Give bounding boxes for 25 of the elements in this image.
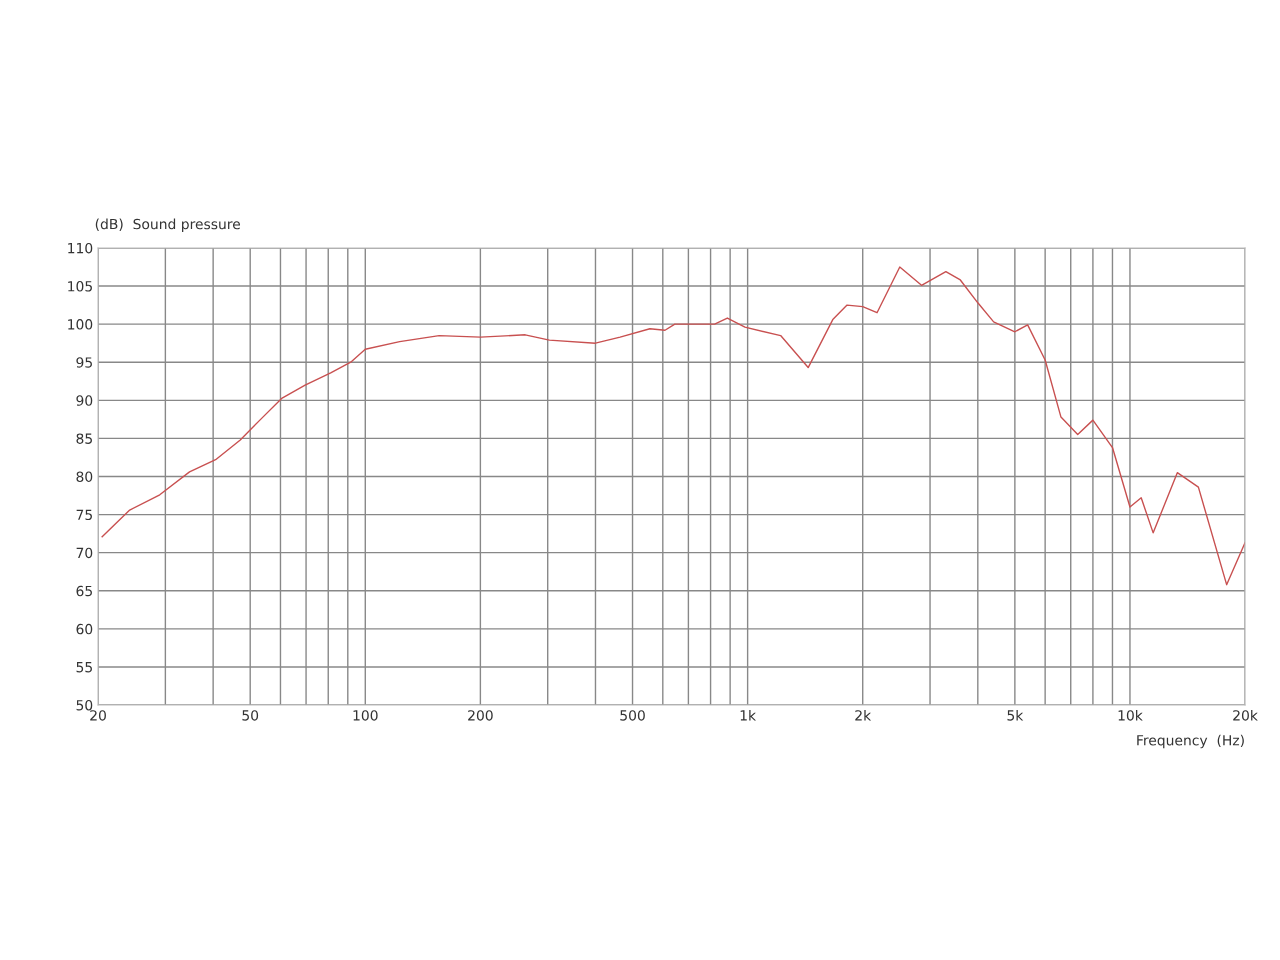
- y-tick-label: 110: [68, 242, 93, 254]
- y-tick-label: 100: [68, 319, 93, 330]
- y-tick-label: 70: [76, 547, 93, 559]
- y-tick-label: 55: [76, 662, 92, 673]
- y-tick-label: 50: [76, 699, 93, 711]
- x-tick-label: 200: [468, 710, 493, 721]
- x-tick-label: 1k: [740, 709, 757, 721]
- x-tick-label: 20k: [1233, 709, 1258, 721]
- y-tick-label: 85: [76, 433, 92, 444]
- y-tick-label: 90: [76, 395, 93, 406]
- y-tick-label: 80: [76, 471, 93, 482]
- y-tick-label: 95: [76, 357, 92, 368]
- x-tick-label: 100: [353, 710, 378, 721]
- x-tick-label: 10k: [1118, 709, 1143, 721]
- x-tick-label: 2k: [855, 709, 872, 721]
- x-tick-label: 50: [242, 710, 259, 721]
- x-axis-title: Frequency (Hz): [1137, 734, 1244, 749]
- x-tick-label: 500: [620, 710, 645, 721]
- y-tick-label: 65: [76, 585, 92, 597]
- y-tick-label: 60: [76, 623, 93, 635]
- x-tick-label: 20: [90, 710, 106, 721]
- x-tick-label: 5k: [1007, 709, 1024, 721]
- y-tick-label: 105: [68, 281, 92, 292]
- y-tick-label: 75: [76, 509, 92, 521]
- y-axis-title: (dB) Sound pressure: [95, 218, 241, 232]
